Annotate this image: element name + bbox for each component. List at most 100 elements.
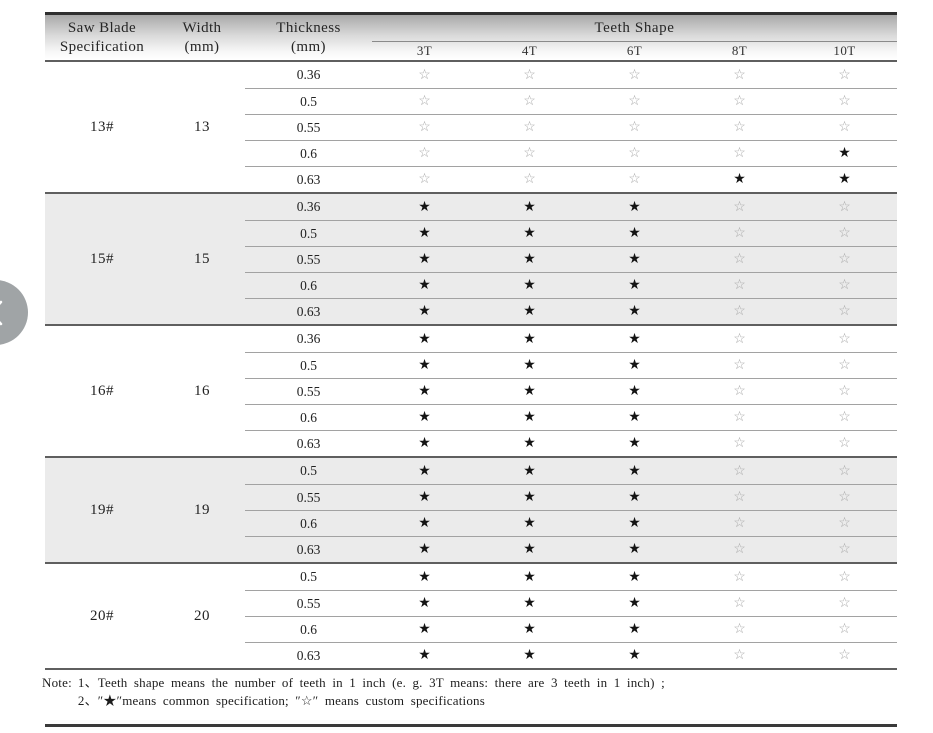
teeth-cell-4T: ★ [477, 220, 582, 246]
teeth-cell-3T: ★ [418, 463, 431, 479]
group-13: 13# 13 0.36 ☆ ☆ ☆ ☆ ☆ 0.5 ☆ ☆ ☆ ☆ ☆ 0.55 ☆ ☆ ☆ ☆ ☆ 0.6 ☆ ☆ ☆ ☆ ★ 0… [45, 60, 897, 192]
teeth-cell-8T: ☆ [687, 378, 792, 404]
thickness-cell: 0.63 [245, 430, 372, 456]
teeth-cell-8T: ☆ [733, 67, 746, 83]
teeth-cell-3T: ★ [372, 430, 477, 456]
teeth-cell-6T: ★ [582, 246, 687, 272]
header-width-line2: (mm) [184, 38, 220, 55]
teeth-cell-6T: ★ [582, 220, 687, 246]
teeth-cell-10T: ☆ [792, 590, 897, 616]
teeth-cell-10T: ☆ [792, 616, 897, 642]
thickness-cell: 0.6 [245, 140, 372, 166]
note-line-2: 2、″★″means common specification; ″☆″ mea… [77, 693, 485, 708]
teeth-cell-6T: ★ [582, 430, 687, 456]
header-thickness-line1: Thickness [276, 19, 341, 36]
teeth-cell-4T: ★ [477, 272, 582, 298]
carousel-prev-button[interactable] [0, 280, 28, 345]
teeth-cell-8T: ☆ [687, 616, 792, 642]
teeth-cell-6T: ★ [582, 298, 687, 324]
teeth-cell-6T: ☆ [582, 88, 687, 114]
teeth-cell-4T: ★ [523, 199, 536, 215]
thickness-cell: 0.5 [300, 463, 317, 478]
teeth-cell-10T: ☆ [792, 220, 897, 246]
teeth-cell-4T: ☆ [477, 88, 582, 114]
teeth-cell-4T: ★ [477, 430, 582, 456]
teeth-cell-3T: ★ [372, 272, 477, 298]
teeth-cell-6T: ★ [582, 616, 687, 642]
width-cell: 16 [194, 382, 210, 399]
teeth-cell-4T: ☆ [523, 67, 536, 83]
teeth-cell-4T: ★ [477, 298, 582, 324]
note-line-1: 1、Teeth shape means the number of teeth … [77, 675, 665, 690]
teeth-cell-6T: ★ [582, 378, 687, 404]
teeth-cell-4T: ★ [477, 616, 582, 642]
teeth-cell-4T: ☆ [477, 114, 582, 140]
teeth-cell-8T: ☆ [687, 590, 792, 616]
teeth-cell-3T: ★ [372, 220, 477, 246]
teeth-cell-3T: ☆ [372, 88, 477, 114]
teeth-cell-6T: ★ [582, 590, 687, 616]
teeth-cell-8T: ☆ [687, 484, 792, 510]
teeth-cell-10T: ☆ [792, 272, 897, 298]
teeth-cell-3T: ★ [418, 199, 431, 215]
teeth-cell-6T: ★ [582, 352, 687, 378]
spec-cell: 20# [90, 607, 114, 624]
thickness-cell: 0.36 [296, 331, 321, 346]
thickness-cell: 0.55 [245, 484, 372, 510]
header-col-3T: 3T [416, 43, 433, 58]
teeth-cell-8T: ★ [687, 166, 792, 192]
width-cell: 15 [194, 250, 210, 267]
table-header: Saw Blade Specification Width (mm) Thick… [45, 12, 897, 60]
teeth-cell-4T: ★ [477, 536, 582, 562]
teeth-cell-8T: ☆ [687, 220, 792, 246]
thickness-cell: 0.5 [245, 220, 372, 246]
teeth-cell-4T: ★ [523, 569, 536, 585]
teeth-cell-6T: ★ [628, 463, 641, 479]
teeth-cell-6T: ★ [628, 199, 641, 215]
thickness-cell: 0.55 [245, 114, 372, 140]
header-spec-line1: Saw Blade [67, 19, 137, 36]
note-prefix: Note: [42, 675, 72, 690]
teeth-cell-8T: ☆ [733, 569, 746, 585]
teeth-cell-10T: ☆ [792, 114, 897, 140]
teeth-cell-8T: ☆ [687, 114, 792, 140]
teeth-cell-10T: ☆ [838, 199, 851, 215]
teeth-cell-4T: ☆ [477, 140, 582, 166]
teeth-cell-6T: ★ [582, 536, 687, 562]
teeth-cell-3T: ★ [372, 510, 477, 536]
group-15: 15# 15 0.36 ★ ★ ★ ☆ ☆ 0.5 ★ ★ ★ ☆ ☆ 0.55 ★ ★ ★ ☆ ☆ 0.6 ★ ★ ★ ☆ ☆ 0… [45, 192, 897, 324]
teeth-cell-3T: ★ [372, 404, 477, 430]
teeth-cell-8T: ☆ [687, 404, 792, 430]
header-col-10T: 10T [833, 43, 856, 58]
teeth-cell-4T: ★ [477, 510, 582, 536]
chevron-left-icon [0, 300, 2, 325]
teeth-cell-10T: ☆ [792, 378, 897, 404]
width-cell: 20 [194, 607, 210, 624]
teeth-cell-6T: ★ [582, 510, 687, 536]
spec-cell: 15# [90, 250, 114, 267]
teeth-cell-10T: ☆ [792, 642, 897, 668]
teeth-cell-10T: ★ [792, 140, 897, 166]
teeth-cell-8T: ☆ [687, 352, 792, 378]
teeth-cell-6T: ☆ [582, 114, 687, 140]
header-thickness-line2: (mm) [291, 38, 326, 55]
teeth-cell-6T: ☆ [628, 67, 641, 83]
teeth-cell-3T: ★ [372, 642, 477, 668]
teeth-cell-4T: ★ [477, 404, 582, 430]
thickness-cell: 0.5 [245, 88, 372, 114]
teeth-cell-3T: ★ [372, 616, 477, 642]
teeth-cell-3T: ★ [372, 378, 477, 404]
header-width: Width (mm) [159, 15, 245, 60]
spec-cell: 16# [90, 382, 114, 399]
teeth-cell-3T: ☆ [418, 67, 431, 83]
teeth-cell-10T: ☆ [792, 88, 897, 114]
teeth-cell-4T: ★ [477, 352, 582, 378]
teeth-cell-8T: ☆ [687, 430, 792, 456]
thickness-cell: 0.6 [245, 510, 372, 536]
teeth-cell-10T: ☆ [838, 67, 851, 83]
teeth-cell-8T: ☆ [687, 298, 792, 324]
thickness-cell: 0.6 [245, 272, 372, 298]
teeth-cell-4T: ★ [477, 590, 582, 616]
width-cell: 19 [194, 501, 210, 518]
